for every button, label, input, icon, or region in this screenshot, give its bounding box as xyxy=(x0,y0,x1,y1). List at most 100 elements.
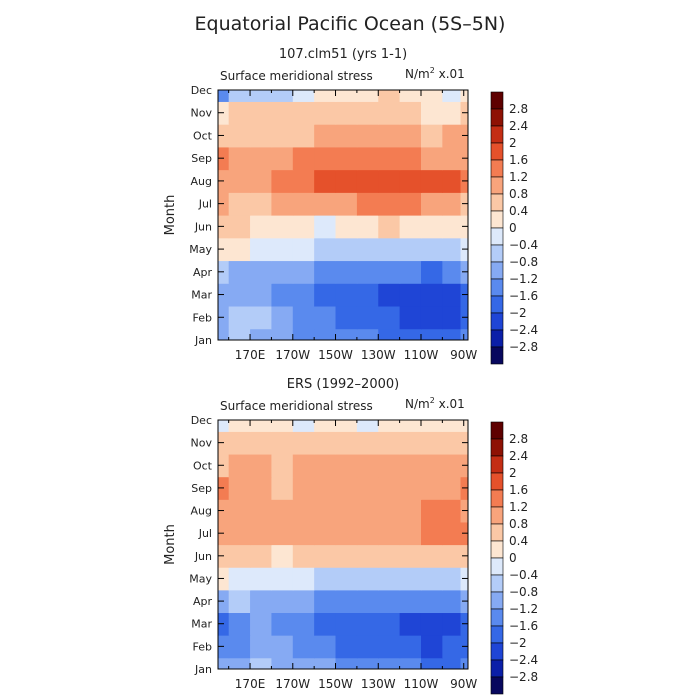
x-tick-label: 90W xyxy=(450,677,477,691)
heatmap-cell xyxy=(420,521,443,546)
colorbar-label: 2.8 xyxy=(509,102,528,116)
heatmap-cell xyxy=(335,215,358,239)
colorbar-swatch xyxy=(490,329,504,348)
heatmap-cell xyxy=(292,453,315,478)
colorbar-swatch xyxy=(490,193,504,212)
heatmap-cell xyxy=(314,420,337,432)
heatmap-cell xyxy=(228,544,251,568)
heatmap-cell xyxy=(356,544,379,568)
heatmap-cell xyxy=(356,612,379,636)
heatmap-cell xyxy=(314,431,337,455)
x-tick-label: 90W xyxy=(450,348,477,362)
heatmap-cell xyxy=(335,657,358,669)
heatmap-cell xyxy=(292,192,315,216)
heatmap-cell xyxy=(271,101,294,125)
panel-variable-label: Surface meridional stress xyxy=(220,399,373,413)
heatmap-cell xyxy=(271,328,294,340)
heatmap-cell xyxy=(399,283,422,307)
heatmap-cell xyxy=(356,657,379,669)
heatmap-cell xyxy=(228,567,251,591)
panel-units-label: N/m2 x.01 xyxy=(405,396,465,411)
colorbar-swatch xyxy=(490,176,504,195)
heatmap-cell xyxy=(292,169,315,193)
heatmap-cell xyxy=(292,612,315,636)
colorbar-label: 0.4 xyxy=(509,534,528,548)
heatmap-cell xyxy=(335,521,358,546)
heatmap-cell xyxy=(420,567,443,591)
y-tick-label: Mar xyxy=(191,289,212,302)
heatmap-cell xyxy=(314,635,337,659)
heatmap-cell xyxy=(442,453,462,478)
colorbar-swatch xyxy=(490,608,504,627)
heatmap-cell xyxy=(378,305,401,330)
heatmap-cell xyxy=(292,521,315,546)
colorbar-swatch xyxy=(490,227,504,246)
heatmap-cell xyxy=(228,305,251,330)
heatmap-cell xyxy=(314,499,337,523)
colorbar-label: 0.8 xyxy=(509,187,528,201)
heatmap-cell xyxy=(378,283,401,307)
x-tick-label: 110W xyxy=(404,348,439,362)
heatmap-cell xyxy=(292,476,315,500)
heatmap-cell xyxy=(271,169,294,193)
colorbar-label: 1.2 xyxy=(509,170,528,184)
heatmap-cell xyxy=(420,453,443,478)
x-tick-label: 130W xyxy=(361,348,396,362)
heatmap-cell xyxy=(250,215,273,239)
colorbar-swatch xyxy=(490,574,504,593)
colorbar-swatch xyxy=(490,261,504,280)
heatmap-cell xyxy=(228,328,251,340)
heatmap-cell xyxy=(292,124,315,148)
heatmap-cell xyxy=(378,589,401,614)
heatmap-cell xyxy=(335,146,358,171)
heatmap-cell xyxy=(271,124,294,148)
heatmap-cell xyxy=(378,657,401,669)
y-tick-label: Jan xyxy=(194,334,212,347)
y-tick-label: May xyxy=(189,243,212,256)
heatmap-cell xyxy=(356,420,379,432)
heatmap-cell xyxy=(399,101,422,125)
heatmap-cell xyxy=(271,567,294,591)
colorbar-swatch xyxy=(490,295,504,314)
colorbar-swatch xyxy=(490,91,504,110)
figure-title: Equatorial Pacific Ocean (5S–5N) xyxy=(195,13,506,35)
heatmap-cell xyxy=(378,544,401,568)
panel-title: 107.clm51 (yrs 1-1) xyxy=(279,47,407,62)
heatmap-panel-1: 107.clm51 (yrs 1-1) Surface meridional st… xyxy=(163,47,538,365)
heatmap-cell xyxy=(271,305,294,330)
heatmap-cell xyxy=(420,101,443,125)
heatmap-cell xyxy=(314,305,337,330)
heatmap-cell xyxy=(335,169,358,193)
y-tick-label: Nov xyxy=(191,107,213,120)
heatmap-cell xyxy=(314,192,337,216)
heatmap-cell xyxy=(399,192,422,216)
heatmap-cell xyxy=(271,544,294,568)
heatmap-cell xyxy=(314,169,337,193)
heatmap-cell xyxy=(460,90,468,102)
heatmap-cell xyxy=(314,612,337,636)
heatmap-cell xyxy=(335,431,358,455)
x-tick-label: 170W xyxy=(275,677,310,691)
colorbar-label: −1.2 xyxy=(509,602,538,616)
heatmap-cell xyxy=(442,215,462,239)
heatmap-cell xyxy=(228,260,251,284)
heatmap-cell xyxy=(420,237,443,262)
y-tick-label: Jul xyxy=(198,198,212,211)
y-tick-label: Dec xyxy=(191,414,212,427)
heatmap-cell xyxy=(356,521,379,546)
heatmap-cell xyxy=(228,101,251,125)
colorbar-swatch xyxy=(490,472,504,491)
heatmap-panel-2: ERS (1992–2000) Surface meridional stress… xyxy=(163,377,538,695)
y-tick-label: Mar xyxy=(191,618,212,631)
heatmap-cell xyxy=(250,657,273,669)
heatmap-cell xyxy=(218,328,230,340)
heatmap-cell xyxy=(335,328,358,340)
heatmap-cell xyxy=(335,453,358,478)
heatmap-cell xyxy=(292,635,315,659)
heatmap-cell xyxy=(314,215,337,239)
colorbar-label: 0.8 xyxy=(509,517,528,531)
y-tick-label: Aug xyxy=(191,505,212,518)
colorbar-label: −0.8 xyxy=(509,255,538,269)
heatmap-cell xyxy=(420,260,443,284)
